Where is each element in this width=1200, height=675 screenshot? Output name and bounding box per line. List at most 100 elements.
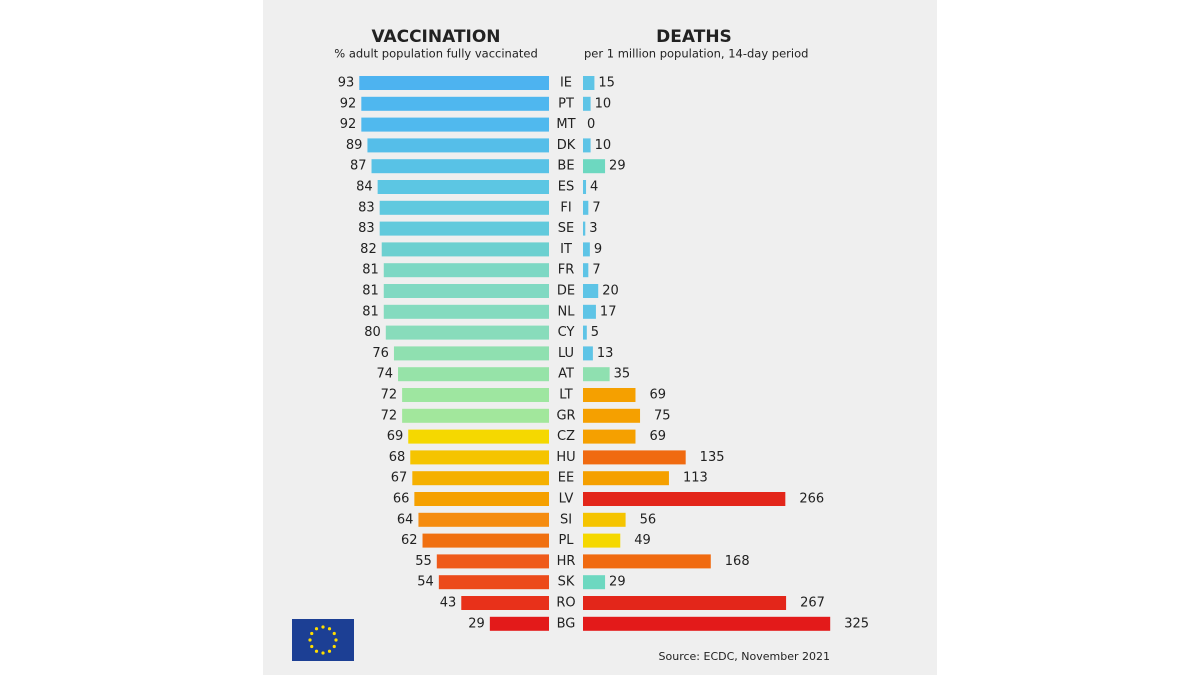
bar (398, 367, 549, 382)
bar (583, 512, 626, 527)
bar (583, 450, 686, 465)
bar (438, 575, 549, 590)
bar (393, 346, 549, 361)
bar (583, 180, 587, 194)
bar (402, 408, 549, 423)
bar (379, 200, 549, 215)
bar (436, 554, 549, 569)
bar (379, 221, 549, 236)
bar (583, 429, 636, 444)
value-label: 82 (360, 242, 377, 257)
category-label: SK (558, 575, 575, 590)
value-label: 7 (592, 200, 600, 215)
category-label: NL (558, 304, 576, 319)
bar (583, 408, 641, 423)
bar (461, 596, 549, 610)
flag-star (310, 631, 314, 636)
category-label: IE (560, 76, 572, 91)
value-label: 66 (393, 492, 410, 507)
value-label: 5 (591, 325, 599, 340)
left-subtitle: % adult population fully vaccinated (334, 47, 538, 61)
bar (583, 471, 669, 486)
bar (410, 450, 549, 465)
bar (583, 346, 593, 361)
bar (583, 554, 711, 569)
value-label: 81 (362, 284, 379, 299)
value-label: 84 (356, 180, 373, 195)
bar (418, 512, 549, 527)
value-label: 43 (440, 596, 457, 611)
value-label: 29 (468, 616, 485, 631)
value-label: 81 (362, 263, 379, 278)
category-label: CY (558, 325, 575, 340)
category-label: LV (559, 492, 574, 507)
category-label: DE (557, 284, 575, 299)
value-label: 76 (372, 346, 389, 361)
bar (383, 284, 549, 298)
flag-star (308, 638, 312, 642)
bar (583, 221, 586, 236)
value-label: 10 (595, 96, 612, 111)
left-title: VACCINATION (371, 27, 500, 47)
value-label: 74 (376, 367, 393, 382)
category-label: MT (556, 117, 575, 132)
bar (377, 180, 549, 194)
right-title: DEATHS (656, 27, 732, 47)
value-label: 56 (640, 512, 657, 527)
bar (422, 533, 549, 548)
value-label: 29 (609, 575, 626, 590)
value-label: 35 (614, 367, 631, 382)
bar (383, 304, 549, 319)
value-label: 81 (362, 304, 379, 319)
category-label: PT (558, 96, 574, 111)
bar (583, 159, 606, 174)
flag-star (327, 627, 332, 631)
bar (583, 575, 606, 590)
flag-star (334, 638, 338, 642)
value-label: 80 (364, 325, 381, 340)
category-label: BG (557, 616, 576, 631)
category-label: LT (559, 388, 572, 403)
value-label: 72 (381, 388, 398, 403)
flag-star (314, 627, 319, 631)
bar (359, 76, 549, 90)
value-label: 69 (649, 429, 666, 444)
value-label: 92 (340, 117, 357, 132)
category-label: IT (560, 242, 572, 257)
value-label: 55 (415, 554, 432, 569)
value-label: 72 (381, 408, 398, 423)
bar (583, 325, 587, 340)
bar (414, 492, 549, 506)
value-label: 15 (598, 76, 615, 91)
value-label: 135 (700, 450, 725, 465)
bar (583, 263, 589, 278)
value-label: 92 (340, 96, 357, 111)
value-label: 10 (595, 138, 612, 153)
bar (583, 96, 591, 111)
right-subtitle: per 1 million population, 14-day period (584, 47, 808, 61)
flag-star (332, 644, 336, 649)
bar (583, 388, 636, 402)
value-label: 267 (800, 596, 825, 611)
category-label: PL (558, 533, 574, 548)
value-label: 4 (590, 180, 598, 195)
category-label: SE (558, 221, 574, 236)
value-label: 20 (602, 284, 619, 299)
value-label: 266 (799, 492, 824, 507)
value-label: 9 (594, 242, 602, 257)
category-label: CZ (557, 429, 575, 444)
bar (367, 138, 549, 153)
value-label: 83 (358, 221, 375, 236)
category-label: ES (558, 180, 574, 195)
value-label: 69 (649, 388, 666, 403)
bar (583, 616, 831, 631)
category-label: AT (558, 367, 574, 382)
bar (361, 117, 549, 132)
flag-stars (308, 625, 338, 655)
source: Source: ECDC, November 2021 (659, 650, 830, 663)
category-label: FI (560, 200, 571, 215)
value-label: 64 (397, 512, 414, 527)
bar (402, 388, 549, 402)
value-label: 168 (725, 554, 750, 569)
